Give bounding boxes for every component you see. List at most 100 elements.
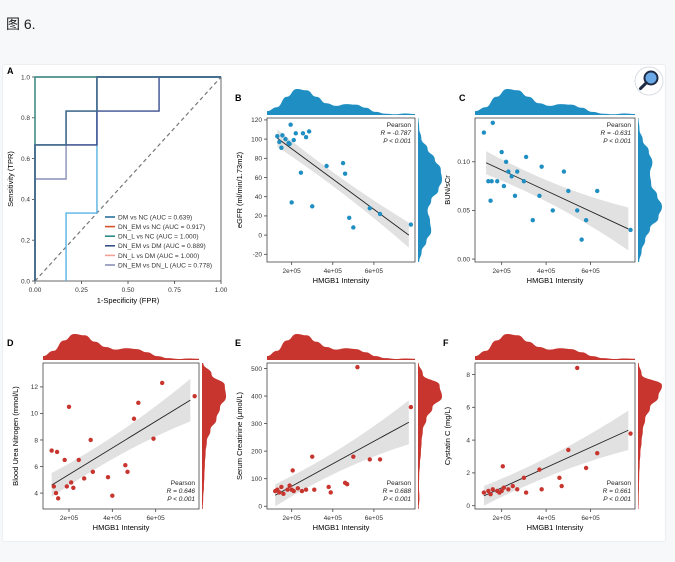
data-point — [481, 490, 487, 495]
data-point — [499, 488, 504, 494]
data-point — [293, 131, 298, 136]
y-tick-label: 20 — [255, 213, 263, 220]
stats-p: P < 0.001 — [603, 138, 631, 145]
data-point — [51, 484, 57, 489]
panel-letter-b: B — [235, 93, 242, 103]
marginal-density-right — [418, 118, 442, 262]
data-point — [285, 487, 290, 492]
data-point — [326, 484, 331, 490]
data-point — [64, 484, 70, 489]
y-tick-label: 8 — [466, 372, 470, 379]
y-tick-label: 40 — [255, 194, 263, 201]
data-point — [557, 475, 562, 481]
data-point — [515, 487, 520, 492]
y-tick-label: 6 — [34, 464, 38, 471]
x-tick-label: 2e+05 — [493, 268, 512, 275]
data-point — [355, 364, 360, 370]
data-point — [291, 488, 296, 494]
x-tick-label: 2e+05 — [283, 515, 302, 522]
data-point — [275, 134, 280, 139]
stats-title: Pearson — [607, 480, 632, 487]
magnifier-icon[interactable] — [634, 66, 664, 96]
data-point — [105, 474, 111, 480]
stats-r: R = -0.787 — [380, 130, 411, 137]
data-point — [123, 463, 128, 468]
data-point — [523, 490, 529, 495]
x-tick-label: 6e+05 — [365, 515, 384, 522]
data-point — [303, 135, 309, 140]
scatter-plot-area — [474, 117, 636, 263]
legend-entry: DN_EM vs NC (AUC = 0.917) — [118, 224, 205, 231]
data-point — [68, 480, 74, 485]
data-point — [324, 163, 329, 169]
y-axis-label: Cystatin C (mg/L) — [443, 406, 452, 465]
y-tick-label: 300 — [251, 421, 262, 428]
data-point — [280, 133, 285, 138]
data-point — [131, 416, 137, 421]
data-point — [90, 469, 96, 475]
data-point — [367, 457, 372, 462]
panel-letter-d: D — [7, 338, 14, 348]
data-point — [490, 120, 495, 126]
data-point — [506, 169, 511, 174]
data-point — [53, 490, 59, 496]
legend-entry: DM vs NC (AUC = 0.639) — [118, 214, 192, 221]
regression-line — [277, 137, 410, 236]
data-point — [575, 365, 580, 371]
y-tick-label: -20 — [253, 252, 263, 259]
data-point — [408, 222, 414, 227]
figure-panel: A 0.00 0.25 0.50 0.75 1.00 0.0 0.2 0.4 0.6 0.8 1.0 1… — [2, 64, 666, 542]
y-tick-label: 0 — [258, 232, 262, 239]
data-point — [523, 154, 529, 160]
y-tick-label: 0.0 — [21, 278, 30, 285]
data-point — [488, 198, 493, 203]
panel-letter-c: C — [459, 93, 466, 103]
data-point — [486, 179, 491, 184]
data-point — [488, 492, 493, 497]
regression-line — [275, 421, 410, 496]
legend-entry: DN_L vs DM (AUC = 1.000) — [118, 253, 199, 260]
data-point — [298, 170, 304, 175]
confidence-band — [277, 129, 409, 248]
confidence-band — [275, 400, 409, 507]
data-point — [306, 129, 312, 134]
legend-entry: DN_EM vs DN_L (AUC = 0.778) — [118, 262, 212, 269]
data-point — [539, 487, 544, 492]
legend-entry: DN_EM vs DM (AUC = 0.889) — [118, 243, 206, 250]
data-point — [110, 493, 115, 498]
data-point — [328, 490, 333, 495]
stats-r: R = 0.661 — [603, 488, 632, 495]
x-axis-label: HMGB1 Intensity — [527, 523, 584, 532]
data-point — [566, 447, 571, 453]
data-point — [310, 454, 315, 459]
data-point — [583, 217, 589, 223]
marginal-density-right — [638, 118, 662, 262]
data-point — [279, 145, 284, 150]
data-point — [81, 476, 87, 481]
data-point — [481, 130, 487, 135]
data-point — [66, 404, 72, 409]
y-axis-label: eGFR (ml/min/1.73m2) — [235, 151, 244, 228]
x-tick-label: 2e+05 — [60, 515, 79, 522]
data-point — [628, 431, 633, 436]
y-axis-label: Serum Creatinine (μmol/L) — [235, 391, 244, 480]
x-tick-label: 4e+05 — [324, 515, 343, 522]
panel-letter-f: F — [443, 338, 449, 348]
y-tick-label: 8 — [34, 437, 38, 444]
data-point — [510, 483, 515, 489]
y-tick-label: 60 — [255, 175, 263, 182]
stats-title: Pearson — [171, 480, 196, 487]
data-point — [500, 464, 505, 469]
confidence-band — [486, 151, 629, 251]
stats-r: R = 0.688 — [383, 488, 412, 495]
y-tick-label: 120 — [251, 117, 262, 124]
data-point — [539, 164, 544, 169]
stats-title: Pearson — [387, 480, 412, 487]
data-point — [490, 487, 495, 492]
x-tick-label: 6e+05 — [581, 515, 600, 522]
x-axis-label: HMGB1 Intensity — [527, 276, 584, 285]
data-point — [277, 490, 282, 495]
data-point — [289, 200, 294, 205]
y-tick-label: 0.10 — [457, 159, 470, 166]
data-point — [521, 475, 527, 481]
